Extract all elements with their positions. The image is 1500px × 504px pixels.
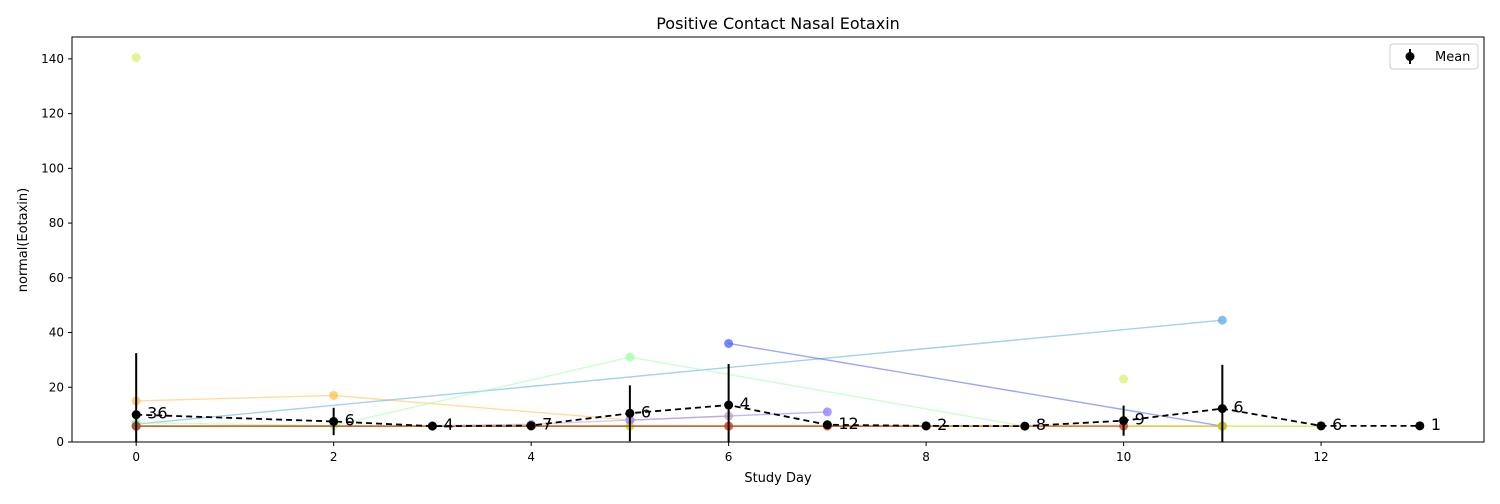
mean-point <box>1217 404 1227 414</box>
mean-point <box>427 421 437 431</box>
subject-line <box>136 356 1025 427</box>
x-tick-label: 4 <box>527 450 535 464</box>
mean-point <box>625 408 635 418</box>
legend-frame <box>1389 43 1479 70</box>
x-tick-label: 2 <box>330 450 338 464</box>
y-tick-label: 80 <box>49 216 64 230</box>
count-label: 6 <box>641 402 651 421</box>
subject-line <box>136 319 1223 425</box>
subject-point <box>724 338 734 348</box>
mean-point <box>724 400 734 410</box>
mean-point <box>329 416 339 426</box>
legend: Mean <box>1389 43 1479 70</box>
mean-point <box>1020 421 1030 431</box>
y-tick-label: 0 <box>56 435 64 449</box>
y-tick-label: 100 <box>41 161 64 175</box>
subject-point <box>822 407 832 417</box>
subject-point <box>1217 315 1227 325</box>
subject-point <box>131 53 141 63</box>
mean-line <box>136 404 1420 428</box>
subject-line <box>432 415 729 427</box>
mean-point <box>822 420 832 430</box>
mean-point <box>921 421 931 431</box>
x-axis-label: Study Day <box>744 471 812 486</box>
mean-point <box>526 421 536 431</box>
mean-point <box>131 410 141 420</box>
y-axis-label: normal(Eotaxin) <box>16 188 31 292</box>
y-tick-label: 140 <box>41 52 64 66</box>
chart-title: Positive Contact Nasal Eotaxin <box>656 14 900 33</box>
x-tick-label: 10 <box>1116 450 1131 464</box>
count-label: 6 <box>345 410 355 429</box>
x-tick-label: 12 <box>1313 450 1328 464</box>
count-label: 4 <box>443 415 453 434</box>
legend-mean-label: Mean <box>1435 50 1470 65</box>
mean-point <box>1415 421 1425 431</box>
x-tick-label: 8 <box>922 450 930 464</box>
count-label: 6 <box>1233 398 1243 417</box>
count-label: 4 <box>740 394 750 413</box>
count-label: 36 <box>147 404 167 423</box>
count-label: 6 <box>1332 415 1342 434</box>
plot-frame <box>71 36 1485 443</box>
mean-point <box>1316 421 1326 431</box>
subject-point <box>329 390 339 400</box>
subject-point <box>625 352 635 362</box>
subject-point <box>1119 374 1129 384</box>
count-label: 1 <box>1431 415 1441 434</box>
y-tick-label: 40 <box>49 326 64 340</box>
y-tick-label: 60 <box>49 271 64 285</box>
count-label: 7 <box>542 415 552 434</box>
mean-series-layer <box>131 353 1425 442</box>
legend-mean-marker <box>1405 52 1415 61</box>
x-tick-label: 6 <box>725 450 733 464</box>
count-label: 8 <box>1036 415 1046 434</box>
count-label: 2 <box>937 415 947 434</box>
subject-line <box>728 342 1223 427</box>
x-tick-label: 0 <box>132 450 140 464</box>
y-tick-label: 120 <box>41 107 64 121</box>
count-label: 9 <box>1135 410 1145 429</box>
count-label: 12 <box>838 414 858 433</box>
y-tick-label: 20 <box>49 380 64 394</box>
mean-point <box>1119 416 1129 426</box>
count-labels-layer: 36 6 4 7 6 4 12 2 8 9 6 6 1 <box>147 394 1441 434</box>
